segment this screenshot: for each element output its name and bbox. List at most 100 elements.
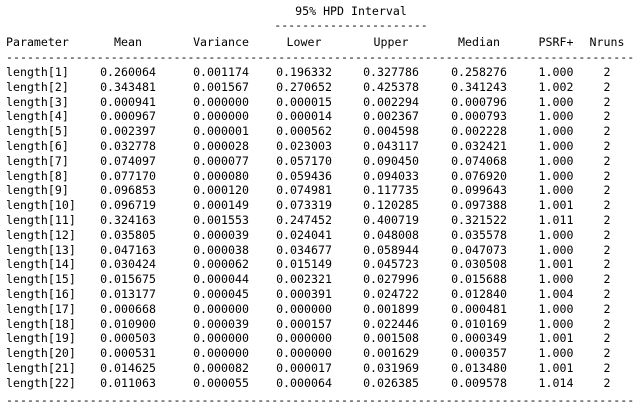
cell-variance: 0.000044 — [193, 272, 249, 287]
table-row: length[17] 0.000668 0.000000 0.000000 0.0018… — [0, 302, 643, 316]
cell-median: 0.258276 — [451, 65, 507, 79]
cell-median: 0.013480 — [451, 361, 507, 375]
cell-variance: 0.000082 — [193, 361, 249, 375]
cell-mean: 0.014625 — [100, 361, 156, 375]
cell-upper: 0.400719 — [363, 213, 419, 227]
cell-mean: 0.013177 — [100, 287, 156, 301]
cell-mean: 0.074097 — [100, 153, 156, 168]
hpd-interval-title: 95% HPD Interval — [295, 4, 407, 18]
cell-nruns: 2 — [603, 375, 611, 390]
cell-parameter: length[9] — [6, 183, 69, 198]
cell-lower: 0.059436 — [276, 168, 332, 183]
column-header-upper: Upper — [373, 35, 409, 49]
cell-lower: 0.000562 — [276, 124, 332, 139]
cell-parameter: length[7] — [6, 153, 69, 168]
cell-nruns: 2 — [603, 287, 611, 301]
table-row: length[11] 0.324163 0.001553 0.247452 0.4007… — [0, 213, 643, 227]
cell-mean: 0.032778 — [100, 139, 156, 153]
cell-lower: 0.002321 — [276, 272, 332, 287]
table-row: length[8] 0.077170 0.000080 0.059436 0.09403… — [0, 169, 643, 183]
cell-nruns: 2 — [603, 168, 611, 183]
cell-upper: 0.001899 — [363, 301, 419, 316]
cell-parameter: length[10] — [6, 198, 76, 213]
table-row: length[9] 0.096853 0.000120 0.074981 0.11773… — [0, 183, 643, 197]
cell-parameter: length[20] — [6, 346, 76, 361]
cell-lower: 0.023003 — [276, 139, 332, 153]
cell-psrf: 1.000 — [538, 227, 574, 242]
cell-mean: 0.096719 — [100, 198, 156, 213]
cell-mean: 0.324163 — [100, 213, 156, 227]
cell-nruns: 2 — [603, 316, 611, 331]
cell-nruns: 2 — [603, 198, 611, 213]
cell-lower: 0.000000 — [276, 331, 332, 346]
header-separator: ----------------------------------------… — [6, 50, 635, 64]
cell-lower: 0.015149 — [276, 257, 332, 272]
cell-nruns: 2 — [603, 94, 611, 109]
cell-median: 0.015688 — [451, 272, 507, 287]
cell-median: 0.009578 — [451, 375, 507, 390]
cell-psrf: 1.000 — [538, 124, 574, 139]
cell-mean: 0.010900 — [100, 316, 156, 331]
cell-lower: 0.270652 — [276, 79, 332, 94]
cell-median: 0.010169 — [451, 316, 507, 331]
cell-variance: 0.000000 — [193, 94, 249, 109]
cell-psrf: 1.000 — [538, 109, 574, 124]
cell-nruns: 2 — [603, 65, 611, 79]
table-row: length[20] 0.000531 0.000000 0.000000 0.0016… — [0, 346, 643, 360]
cell-variance: 0.000001 — [193, 124, 249, 139]
cell-median: 0.074068 — [451, 153, 507, 168]
column-header-lower: Lower — [286, 35, 322, 49]
table-row: length[4] 0.000967 0.000000 0.000014 0.00236… — [0, 109, 643, 123]
cell-nruns: 2 — [603, 139, 611, 153]
cell-upper: 0.117735 — [363, 183, 419, 198]
cell-parameter: length[6] — [6, 139, 69, 153]
cell-variance: 0.000028 — [193, 139, 249, 153]
cell-mean: 0.047163 — [100, 242, 156, 257]
cell-upper: 0.026385 — [363, 375, 419, 390]
cell-psrf: 1.000 — [538, 183, 574, 198]
cell-psrf: 1.000 — [538, 272, 574, 287]
cell-median: 0.076920 — [451, 168, 507, 183]
cell-mean: 0.035805 — [100, 227, 156, 242]
cell-lower: 0.024041 — [276, 227, 332, 242]
cell-psrf: 1.000 — [538, 139, 574, 153]
table-row: length[13] 0.047163 0.000038 0.034677 0.0589… — [0, 243, 643, 257]
cell-lower: 0.000015 — [276, 94, 332, 109]
cell-lower: 0.000064 — [276, 375, 332, 390]
cell-upper: 0.024722 — [363, 287, 419, 301]
cell-variance: 0.000038 — [193, 242, 249, 257]
cell-upper: 0.094033 — [363, 168, 419, 183]
cell-variance: 0.000000 — [193, 331, 249, 346]
cell-lower: 0.000017 — [276, 361, 332, 375]
cell-lower: 0.000000 — [276, 346, 332, 361]
cell-psrf: 1.004 — [538, 287, 574, 301]
cell-nruns: 2 — [603, 227, 611, 242]
cell-lower: 0.074981 — [276, 183, 332, 198]
cell-psrf: 1.000 — [538, 94, 574, 109]
cell-parameter: length[8] — [6, 168, 69, 183]
cell-variance: 0.000080 — [193, 168, 249, 183]
cell-upper: 0.425378 — [363, 79, 419, 94]
cell-lower: 0.034677 — [276, 242, 332, 257]
cell-median: 0.000796 — [451, 94, 507, 109]
cell-upper: 0.001629 — [363, 346, 419, 361]
table-row: length[7] 0.074097 0.000077 0.057170 0.09045… — [0, 154, 643, 168]
cell-mean: 0.030424 — [100, 257, 156, 272]
cell-psrf: 1.000 — [538, 65, 574, 79]
column-header-psrf: PSRF+ — [538, 35, 574, 49]
cell-median: 0.012840 — [451, 287, 507, 301]
cell-psrf: 1.000 — [538, 153, 574, 168]
cell-variance: 0.000000 — [193, 109, 249, 124]
cell-parameter: length[11] — [6, 213, 76, 227]
cell-mean: 0.000967 — [100, 109, 156, 124]
cell-median: 0.321522 — [451, 213, 507, 227]
cell-variance: 0.000039 — [193, 227, 249, 242]
cell-upper: 0.001508 — [363, 331, 419, 346]
table-row: length[19] 0.000503 0.000000 0.000000 0.0015… — [0, 331, 643, 345]
cell-variance: 0.000120 — [193, 183, 249, 198]
cell-variance: 0.000000 — [193, 346, 249, 361]
table-row: length[21] 0.014625 0.000082 0.000017 0.0319… — [0, 361, 643, 375]
cell-lower: 0.000014 — [276, 109, 332, 124]
cell-upper: 0.002294 — [363, 94, 419, 109]
